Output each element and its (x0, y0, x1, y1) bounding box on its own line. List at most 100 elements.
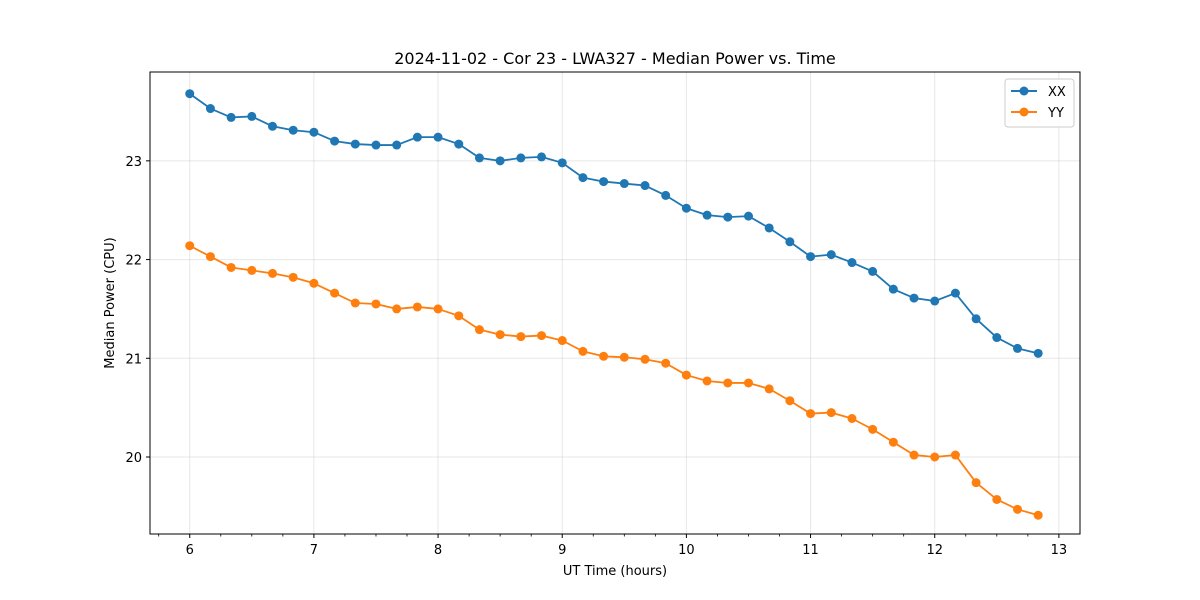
data-point-xx (971, 314, 981, 324)
data-point-xx (226, 112, 236, 122)
data-point-yy (785, 396, 795, 406)
data-point-yy (454, 311, 464, 321)
x-tick-label: 13 (1051, 543, 1068, 558)
data-point-yy (992, 494, 1002, 504)
legend-label-yy: YY (1047, 106, 1064, 121)
series-layer (185, 89, 1043, 520)
data-point-yy (268, 268, 278, 278)
data-point-yy (1033, 510, 1043, 520)
data-point-yy (868, 424, 878, 434)
data-point-yy (888, 437, 898, 447)
data-point-xx (847, 258, 857, 268)
x-tick-label: 12 (926, 543, 943, 558)
data-point-xx (640, 181, 650, 191)
data-point-xx (350, 139, 360, 149)
x-tick-label: 10 (678, 543, 695, 558)
data-point-xx (454, 139, 464, 149)
data-point-xx (723, 212, 733, 222)
x-tick-label: 11 (802, 543, 819, 558)
data-point-xx (661, 190, 671, 200)
data-point-yy (288, 272, 298, 282)
x-tick-label: 6 (186, 543, 194, 558)
data-point-yy (371, 299, 381, 309)
ticks: 6 7 8 9 10 11 12 13 20 21 22 23 (125, 155, 1067, 558)
data-point-xx (371, 140, 381, 150)
grid (150, 72, 1080, 534)
data-point-yy (930, 452, 940, 462)
data-point-yy (537, 331, 547, 341)
data-point-yy (309, 278, 319, 288)
data-point-xx (1013, 343, 1023, 353)
y-tick-label: 21 (125, 352, 142, 367)
data-point-xx (826, 250, 836, 260)
data-point-xx (412, 132, 422, 142)
data-point-yy (599, 351, 609, 361)
data-point-xx (681, 203, 691, 213)
data-point-yy (743, 378, 753, 388)
data-point-yy (557, 336, 567, 346)
data-point-xx (433, 132, 443, 142)
legend-marker-xx (1019, 86, 1029, 96)
data-point-yy (640, 354, 650, 364)
data-point-yy (412, 302, 422, 312)
data-point-yy (578, 346, 588, 356)
data-point-yy (661, 358, 671, 368)
data-point-yy (205, 252, 215, 262)
data-point-xx (392, 140, 402, 150)
data-point-yy (392, 304, 402, 314)
data-point-xx (930, 296, 940, 306)
x-axis-label: UT Time (hours) (563, 564, 667, 579)
data-point-yy (350, 298, 360, 308)
data-point-xx (288, 125, 298, 135)
data-point-xx (888, 284, 898, 294)
data-point-xx (268, 121, 278, 131)
legend: XX YY (1004, 78, 1075, 128)
data-point-yy (516, 332, 526, 342)
x-tick-label: 8 (434, 543, 442, 558)
data-point-yy (1013, 504, 1023, 514)
data-point-yy (826, 408, 836, 418)
data-point-yy (723, 378, 733, 388)
data-point-yy (806, 409, 816, 419)
data-point-xx (992, 333, 1002, 343)
data-point-xx (619, 179, 629, 189)
data-point-yy (971, 478, 981, 488)
data-point-xx (599, 177, 609, 187)
data-point-yy (495, 330, 505, 340)
y-tick-label: 23 (125, 155, 142, 170)
data-point-xx (764, 223, 774, 233)
data-point-xx (330, 136, 340, 146)
data-point-xx (516, 153, 526, 163)
data-point-yy (247, 265, 257, 275)
data-point-xx (743, 211, 753, 221)
data-point-yy (619, 352, 629, 362)
data-point-xx (785, 237, 795, 247)
data-point-xx (702, 210, 712, 220)
data-point-yy (702, 376, 712, 386)
y-tick-label: 20 (125, 451, 142, 466)
data-point-yy (474, 325, 484, 335)
data-point-yy (950, 450, 960, 460)
data-point-yy (681, 370, 691, 380)
data-point-yy (330, 288, 340, 298)
y-axis-label: Median Power (CPU) (103, 237, 118, 368)
x-tick-label: 7 (310, 543, 318, 558)
data-point-yy (847, 414, 857, 423)
data-point-xx (495, 156, 505, 166)
data-point-xx (909, 293, 919, 303)
data-point-xx (474, 153, 484, 163)
data-point-xx (868, 266, 878, 276)
data-point-yy (185, 241, 195, 251)
data-point-xx (247, 111, 257, 121)
x-tick-label: 9 (558, 543, 566, 558)
chart-title: 2024-11-02 - Cor 23 - LWA327 - Median Po… (394, 49, 836, 68)
legend-label-xx: XX (1048, 85, 1066, 100)
y-tick-label: 22 (125, 254, 142, 269)
data-point-yy (909, 450, 919, 460)
data-point-xx (309, 127, 319, 137)
data-point-yy (226, 262, 236, 272)
data-point-xx (950, 288, 960, 298)
data-point-xx (185, 89, 195, 99)
data-point-yy (433, 304, 443, 314)
